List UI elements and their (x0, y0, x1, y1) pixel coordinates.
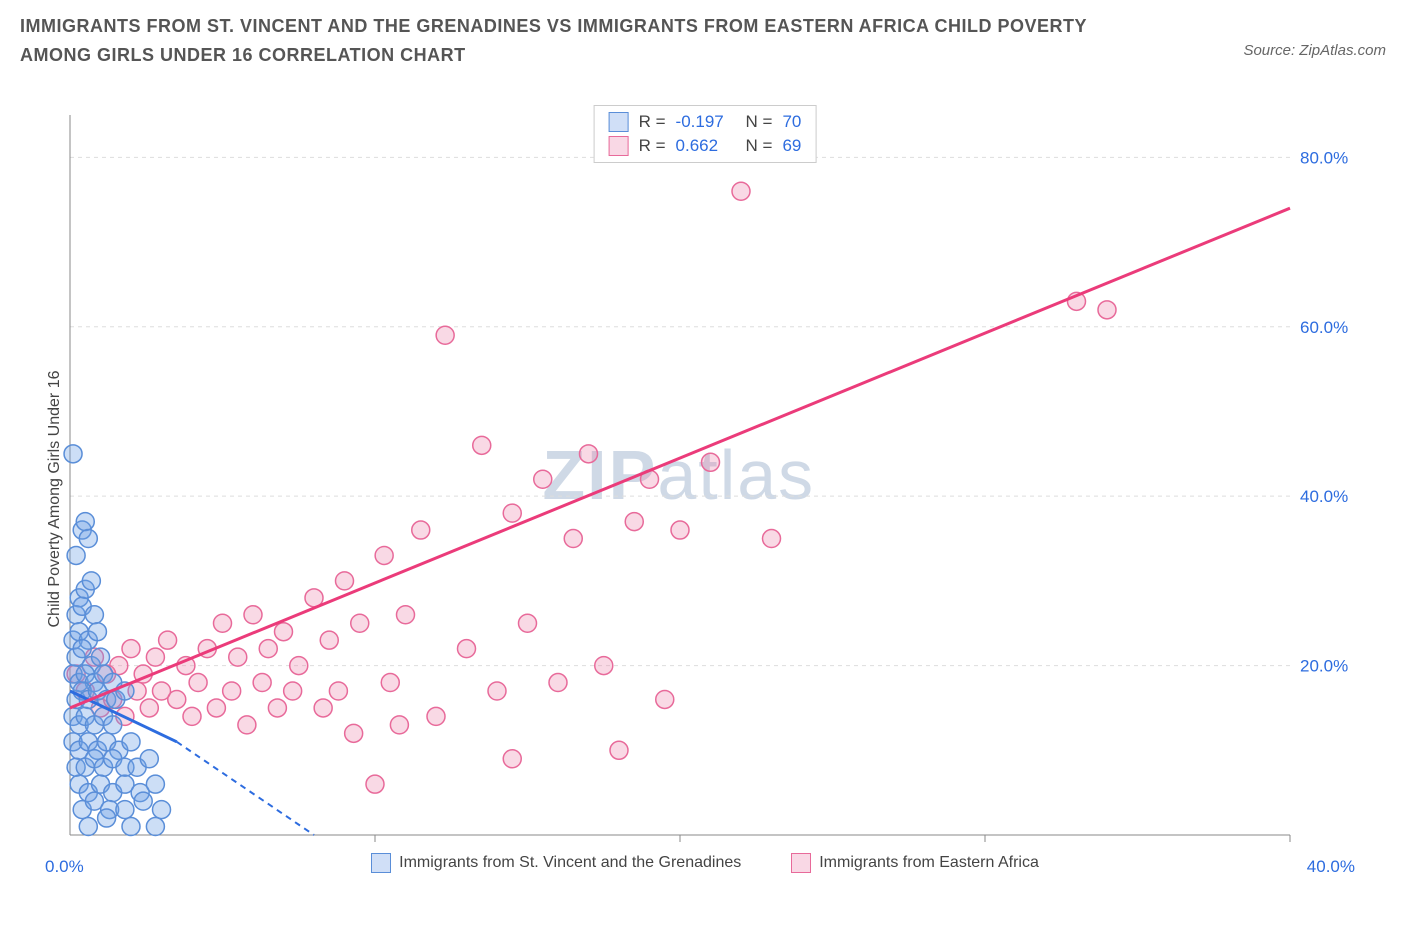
svg-text:80.0%: 80.0% (1300, 148, 1348, 167)
swatch-pink-icon (791, 853, 811, 873)
swatch-blue-icon (371, 853, 391, 873)
legend-item-a: Immigrants from St. Vincent and the Gren… (371, 853, 741, 873)
chart-title: IMMIGRANTS FROM ST. VINCENT AND THE GREN… (20, 12, 1120, 70)
stats-row-a: R = -0.197 N = 70 (609, 110, 802, 134)
svg-text:20.0%: 20.0% (1300, 657, 1348, 676)
svg-text:40.0%: 40.0% (1300, 487, 1348, 506)
bottom-legend: Immigrants from St. Vincent and the Gren… (50, 853, 1360, 873)
stats-box: R = -0.197 N = 70 R = 0.662 N = 69 (594, 105, 817, 163)
legend-label-a: Immigrants from St. Vincent and the Gren… (399, 854, 741, 872)
svg-text:60.0%: 60.0% (1300, 318, 1348, 337)
stats-row-b: R = 0.662 N = 69 (609, 134, 802, 158)
legend-item-b: Immigrants from Eastern Africa (791, 853, 1039, 873)
legend-label-b: Immigrants from Eastern Africa (819, 854, 1039, 872)
source-label: Source: ZipAtlas.com (1243, 42, 1386, 59)
scatter-chart: 20.0% 40.0% 60.0% 80.0% (50, 105, 1360, 875)
swatch-blue-icon (609, 112, 629, 132)
header: IMMIGRANTS FROM ST. VINCENT AND THE GREN… (20, 12, 1386, 70)
swatch-pink-icon (609, 136, 629, 156)
plot-area: Child Poverty Among Girls Under 16 ZIPat… (50, 105, 1360, 875)
